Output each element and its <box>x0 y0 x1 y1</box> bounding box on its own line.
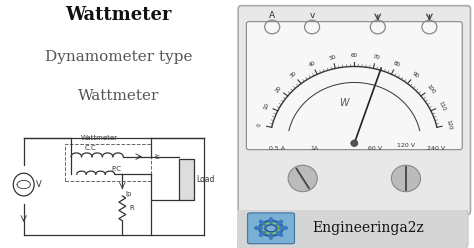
Text: W: W <box>339 98 348 108</box>
FancyBboxPatch shape <box>247 213 294 244</box>
Text: Ip: Ip <box>125 191 131 197</box>
Text: 50: 50 <box>328 54 337 61</box>
Text: Ic: Ic <box>155 154 160 160</box>
Text: 120 V: 120 V <box>397 143 415 148</box>
Circle shape <box>288 165 317 192</box>
Text: 40: 40 <box>308 61 316 68</box>
Text: 120: 120 <box>446 119 452 131</box>
Circle shape <box>266 225 276 232</box>
Text: 100: 100 <box>425 84 436 95</box>
Text: Wattmeter: Wattmeter <box>65 6 172 24</box>
Bar <box>179 159 194 200</box>
Text: C.C: C.C <box>84 145 96 151</box>
Text: P.C: P.C <box>111 166 121 172</box>
Text: 110: 110 <box>438 100 447 112</box>
Text: Engineeringa2z: Engineeringa2z <box>312 221 424 235</box>
Text: 1A: 1A <box>310 146 319 151</box>
Circle shape <box>392 165 420 192</box>
Text: 30: 30 <box>289 71 298 79</box>
Text: 0.5 A: 0.5 A <box>269 146 285 151</box>
Text: 10: 10 <box>263 102 271 110</box>
Text: A: A <box>269 11 275 20</box>
Text: 90: 90 <box>411 71 419 79</box>
FancyBboxPatch shape <box>246 22 462 150</box>
Text: 0: 0 <box>257 123 263 127</box>
Circle shape <box>259 220 283 236</box>
Text: 80: 80 <box>392 61 401 68</box>
FancyBboxPatch shape <box>238 6 471 215</box>
Text: Dynamometer type: Dynamometer type <box>45 50 192 64</box>
Text: 60: 60 <box>351 53 358 58</box>
Text: Wattmeter: Wattmeter <box>78 89 159 103</box>
Text: 240 V: 240 V <box>428 146 446 151</box>
Circle shape <box>351 140 358 146</box>
Text: V: V <box>36 180 42 189</box>
Text: Wattmeter: Wattmeter <box>81 135 118 141</box>
Text: v: v <box>310 11 315 20</box>
FancyBboxPatch shape <box>236 208 468 248</box>
Text: R: R <box>129 205 134 211</box>
Text: 20: 20 <box>274 85 282 93</box>
Text: 70: 70 <box>372 54 380 61</box>
Text: Load: Load <box>196 175 215 184</box>
Text: 60 V: 60 V <box>368 146 383 151</box>
